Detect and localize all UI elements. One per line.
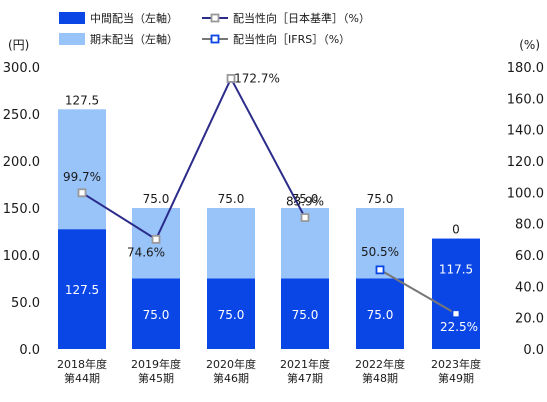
left-tick-label: 50.0 (11, 296, 40, 311)
legend: 中間配当（左軸） 期末配当（左軸） 配当性向［日本基準］（%） 配当性向［IFRS］（… (59, 11, 370, 46)
bar-year-end-label: 75.0 (218, 192, 245, 206)
ratio-label: 50.5% (361, 245, 399, 259)
ratio-label: 99.7% (63, 170, 101, 184)
left-tick-label: 0.0 (19, 343, 40, 358)
left-axis-ticks: 0.0 50.0 100.0 150.0 200.0 250.0 300.0 (3, 61, 40, 358)
right-tick-label: 80.0 (515, 218, 544, 233)
bars: 127.5 127.5 75.0 75.0 75.0 75.0 75.0 75.0 75.0 75… (58, 93, 480, 349)
right-tick-label: 120.0 (507, 155, 544, 170)
bar-interim-label: 75.0 (367, 308, 394, 322)
bar-year-end-label: 75.0 (367, 192, 394, 206)
x-label-year: 2022年度 (355, 357, 405, 371)
bar-year-end-label: 75.0 (292, 192, 319, 206)
x-label-year: 2021年度 (280, 357, 330, 371)
x-label-period: 第49期 (438, 371, 474, 385)
ratio-marker (77, 188, 87, 198)
right-tick-label: 20.0 (515, 312, 544, 327)
ratio-label: 172.7% (234, 71, 280, 85)
bar-interim-label: 117.5 (439, 263, 473, 277)
legend-label: 期末配当（左軸） (90, 32, 178, 46)
bar-interim-label: 75.0 (218, 308, 245, 322)
bar-interim-label: 75.0 (292, 308, 319, 322)
lines: 99.7% 74.6% 172.7% 83.9% 50.5% 22.5% (63, 71, 478, 333)
ratio-marker (375, 265, 385, 275)
x-label-period: 第47期 (287, 371, 323, 385)
bar-year-end-label: 127.5 (65, 93, 99, 107)
legend-swatch (59, 33, 85, 45)
x-label-year: 2020年度 (206, 357, 256, 371)
x-label-year: 2023年度 (431, 357, 481, 371)
bar-interim (432, 238, 480, 349)
ratio-line (379, 269, 457, 315)
legend-label: 配当性向［IFRS］（%） (233, 32, 350, 46)
legend-marker (210, 34, 220, 44)
bar-year-end (58, 109, 106, 230)
bar-interim-label: 75.0 (143, 308, 170, 322)
right-tick-label: 60.0 (515, 249, 544, 264)
ratio-marker (226, 74, 236, 83)
x-label-year: 2019年度 (131, 357, 181, 371)
legend-swatch (59, 12, 85, 24)
right-axis-unit: (%) (519, 38, 540, 52)
right-tick-label: 180.0 (507, 61, 544, 76)
right-tick-label: 40.0 (515, 280, 544, 295)
right-tick-label: 140.0 (507, 124, 544, 139)
ratio-marker (300, 213, 310, 222)
bar-interim (356, 278, 404, 349)
bar-year-end-label: 75.0 (143, 192, 170, 206)
bar-year-end (207, 208, 255, 279)
ratio-line (81, 76, 306, 241)
legend-marker (210, 13, 220, 23)
ratio-marker (451, 309, 461, 319)
bar-year-end-label: 0 (452, 223, 460, 237)
bar-interim (207, 278, 255, 349)
x-label-period: 第44期 (64, 371, 100, 385)
left-axis-unit: (円) (8, 38, 29, 52)
legend-label: 中間配当（左軸） (90, 11, 178, 25)
x-label-period: 第48期 (362, 371, 398, 385)
right-axis-ticks: 0.0 20.0 40.0 60.0 80.0 100.0 120.0 140.0 160.0 1… (507, 61, 544, 358)
bar-interim (132, 278, 180, 349)
right-tick-label: 0.0 (523, 343, 544, 358)
ratio-label: 83.9% (286, 195, 324, 209)
bar-interim-label: 127.5 (65, 283, 99, 297)
left-tick-label: 200.0 (3, 155, 40, 170)
ratio-marker (151, 234, 161, 244)
bar-interim (281, 278, 329, 349)
left-tick-label: 150.0 (3, 202, 40, 217)
ratio-label: 74.6% (127, 245, 165, 259)
bar-interim (58, 229, 106, 349)
ratio-label: 22.5% (440, 320, 478, 334)
legend-label: 配当性向［日本基準］（%） (233, 11, 370, 25)
x-label-year: 2018年度 (57, 357, 107, 371)
x-label-period: 第45期 (138, 371, 174, 385)
left-tick-label: 250.0 (3, 108, 40, 123)
right-tick-label: 100.0 (507, 186, 544, 201)
left-tick-label: 100.0 (3, 249, 40, 264)
left-tick-label: 300.0 (3, 61, 40, 76)
x-label-period: 第46期 (213, 371, 249, 385)
right-tick-label: 160.0 (507, 92, 544, 107)
